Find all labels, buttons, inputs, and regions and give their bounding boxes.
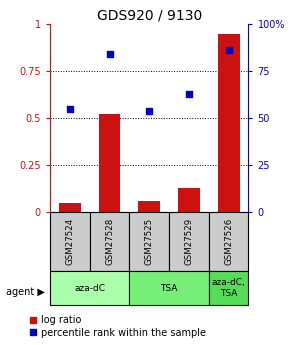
Point — [187, 91, 191, 97]
Bar — [209, 212, 248, 271]
Text: GSM27528: GSM27528 — [105, 218, 114, 265]
Bar — [169, 212, 209, 271]
Text: aza-dC,
TSA: aza-dC, TSA — [212, 278, 245, 298]
Text: agent ▶: agent ▶ — [6, 287, 45, 296]
Bar — [138, 201, 160, 212]
Point — [226, 48, 231, 53]
Bar — [129, 212, 169, 271]
Bar — [178, 188, 200, 212]
Text: GSM27526: GSM27526 — [224, 218, 233, 265]
Text: TSA: TSA — [160, 284, 178, 293]
Bar — [98, 115, 121, 212]
Point — [107, 51, 112, 57]
Bar — [129, 271, 209, 305]
Bar — [50, 271, 129, 305]
Bar — [218, 33, 240, 212]
Legend: log ratio, percentile rank within the sample: log ratio, percentile rank within the sa… — [29, 315, 206, 338]
Text: GSM27525: GSM27525 — [145, 218, 154, 265]
Bar — [59, 203, 81, 212]
Title: GDS920 / 9130: GDS920 / 9130 — [97, 9, 202, 23]
Text: GSM27529: GSM27529 — [185, 218, 193, 265]
Bar — [209, 271, 248, 305]
Text: GSM27524: GSM27524 — [65, 218, 74, 265]
Bar — [90, 212, 129, 271]
Point — [147, 108, 152, 114]
Bar — [50, 212, 90, 271]
Text: aza-dC: aza-dC — [74, 284, 105, 293]
Point — [68, 106, 72, 111]
